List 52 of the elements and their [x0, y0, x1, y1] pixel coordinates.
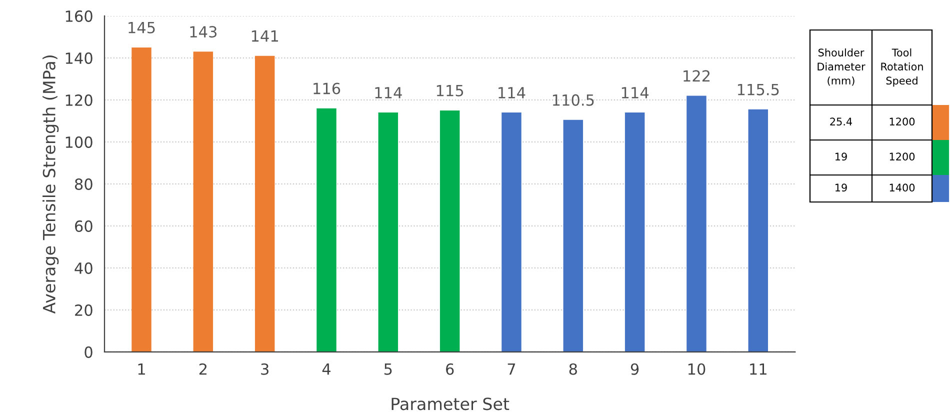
text: 1400: [890, 184, 915, 192]
y-tick-label: 20: [75, 304, 92, 316]
text: 19: [836, 184, 847, 192]
bar: [254, 56, 275, 352]
x-axis-title: Parameter Set: [392, 398, 510, 410]
text: 25.4: [830, 118, 852, 126]
y-tick-label: 0: [84, 346, 92, 358]
y-tick-label: 40: [74, 262, 92, 274]
data-label: 114: [622, 87, 649, 98]
x-tick-label: 10: [688, 363, 706, 375]
x-tick-label: 4: [322, 364, 330, 375]
bar: [316, 108, 336, 352]
y-tick-label: 160: [66, 10, 92, 22]
y-axis-title: Average Tensile Strength (MPa): [42, 56, 59, 314]
x-tick-label: 3: [261, 363, 268, 375]
data-label: 141: [252, 30, 278, 42]
bar: [624, 112, 645, 352]
bar: [132, 47, 152, 352]
x-tick-label: 1: [138, 364, 145, 375]
y-tick-label: 140: [66, 52, 92, 64]
bar: [748, 109, 768, 352]
bar: [686, 96, 706, 352]
bar: [563, 120, 584, 352]
text: 1200: [890, 118, 915, 126]
data-label: 122: [684, 70, 710, 82]
data-label: 114: [375, 87, 402, 98]
text: Shoulder Diameter (mm): [818, 48, 866, 86]
text: Tool Rotation Speed: [881, 48, 923, 87]
y-tick-label: 80: [74, 178, 92, 190]
data-label: 143: [190, 26, 217, 38]
bar: [193, 52, 214, 352]
x-tick-label: 5: [384, 364, 392, 375]
text: 19: [836, 152, 847, 161]
bar: [378, 112, 398, 352]
y-tick-label: 120: [66, 94, 92, 106]
data-label: 116: [314, 82, 340, 94]
bar: [502, 112, 522, 352]
data-label: 115.5: [738, 84, 779, 96]
data-label: 145: [128, 22, 155, 34]
x-tick-label: 2: [199, 363, 206, 375]
bar: [440, 110, 460, 352]
y-tick-label: 100: [66, 136, 92, 148]
data-label: 110.5: [552, 94, 594, 106]
x-tick-label: 9: [630, 363, 639, 375]
x-tick-label: 7: [508, 364, 516, 375]
x-tick-label: 11: [750, 364, 766, 375]
data-label: 115: [436, 85, 464, 96]
text: 1200: [890, 152, 915, 161]
data-label: 114: [498, 87, 526, 98]
y-tick-label: 60: [75, 220, 92, 232]
x-tick-label: 6: [446, 363, 454, 375]
x-tick-label: 8: [569, 363, 577, 375]
